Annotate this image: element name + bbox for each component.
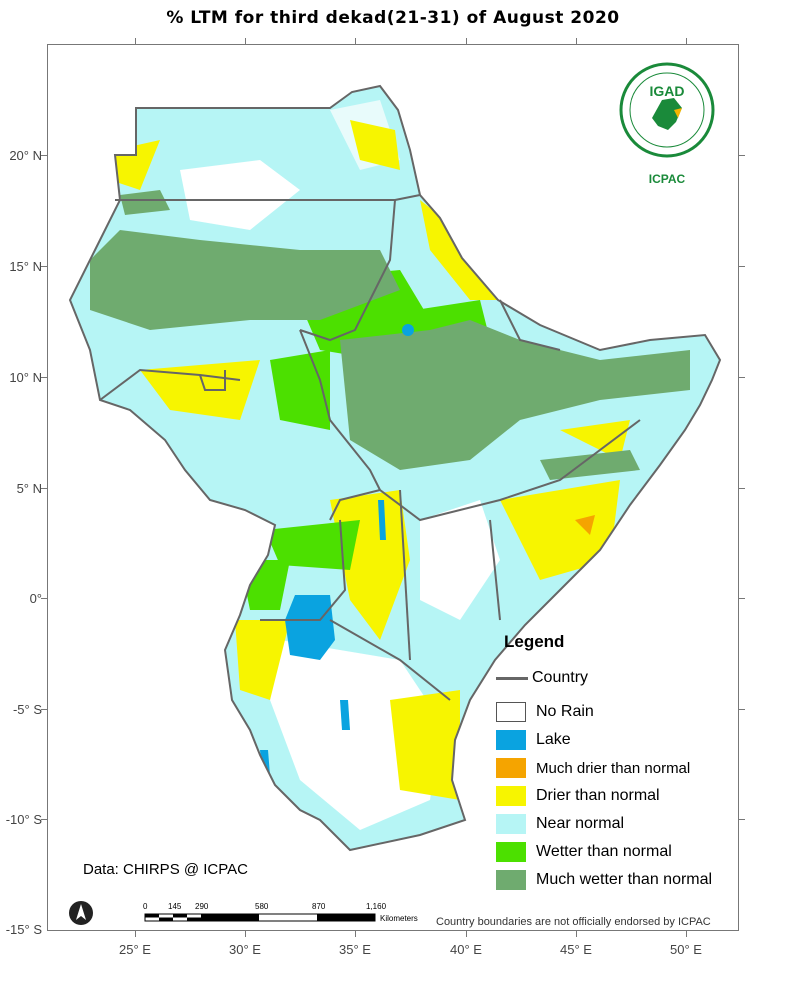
lon-label: 25° E [119,942,151,957]
scale-unit: Kilometers [380,914,418,923]
scale-value: 870 [312,902,326,911]
swatch-icon [496,842,526,862]
igad-logo: IGAD ICPAC [612,60,722,190]
legend-label: Drier than normal [536,787,660,804]
icpac-logo-text: ICPAC [649,172,686,186]
igad-logo-text: IGAD [650,83,685,99]
lat-label: 10° N [9,370,42,385]
lat-label: 20° N [9,148,42,163]
lon-label: 40° E [450,942,482,957]
lon-label: 50° E [670,942,702,957]
lon-label: 35° E [339,942,371,957]
legend-item: Much wetter than normal [496,866,736,894]
lat-label: -10° S [5,812,42,827]
legend-item-country: Country [496,664,736,692]
lat-label: 0° [29,591,42,606]
lat-label: 15° N [9,259,42,274]
swatch-icon [496,814,526,834]
lat-label: -5° S [12,702,42,717]
swatch-icon [496,758,526,778]
swatch-icon [496,870,526,890]
legend-label: Wetter than normal [536,843,672,860]
swatch-icon [496,702,526,722]
legend-label: Much drier than normal [536,759,691,777]
legend-item: Drier than normal [496,782,736,810]
lon-label: 45° E [560,942,592,957]
lon-label: 30° E [229,942,261,957]
legend-item: Much drier than normal [496,754,736,782]
scale-value: 145 [168,902,182,911]
scale-value: 290 [195,902,209,911]
legend-label: No Rain [536,703,594,720]
north-arrow-icon [68,900,94,930]
disclaimer: Country boundaries are not officially en… [436,916,711,928]
scale-value: 580 [255,902,269,911]
legend-label: Much wetter than normal [536,871,713,888]
scale-value: 1,160 [366,902,387,911]
legend-label: Near normal [536,815,625,832]
swatch-icon [496,786,526,806]
swatch-icon [496,730,526,750]
map-title: % LTM for third dekad(21-31) of August 2… [166,8,620,28]
legend-item: Near normal [496,810,736,838]
legend-label: Lake [536,731,571,748]
legend-label: Country [532,669,589,686]
legend-title: Legend [504,632,565,651]
country-line-icon [496,676,528,680]
map-legend: Legend Country No Rain Lake Much drier t… [496,632,736,894]
legend-item: Wetter than normal [496,838,736,866]
legend-item: No Rain [496,698,736,726]
legend-item: Lake [496,726,736,754]
lat-label: -15° S [5,922,42,937]
scale-value: 0 [143,902,148,911]
lat-label: 5° N [16,481,42,496]
data-credit: Data: CHIRPS @ ICPAC [83,861,248,878]
